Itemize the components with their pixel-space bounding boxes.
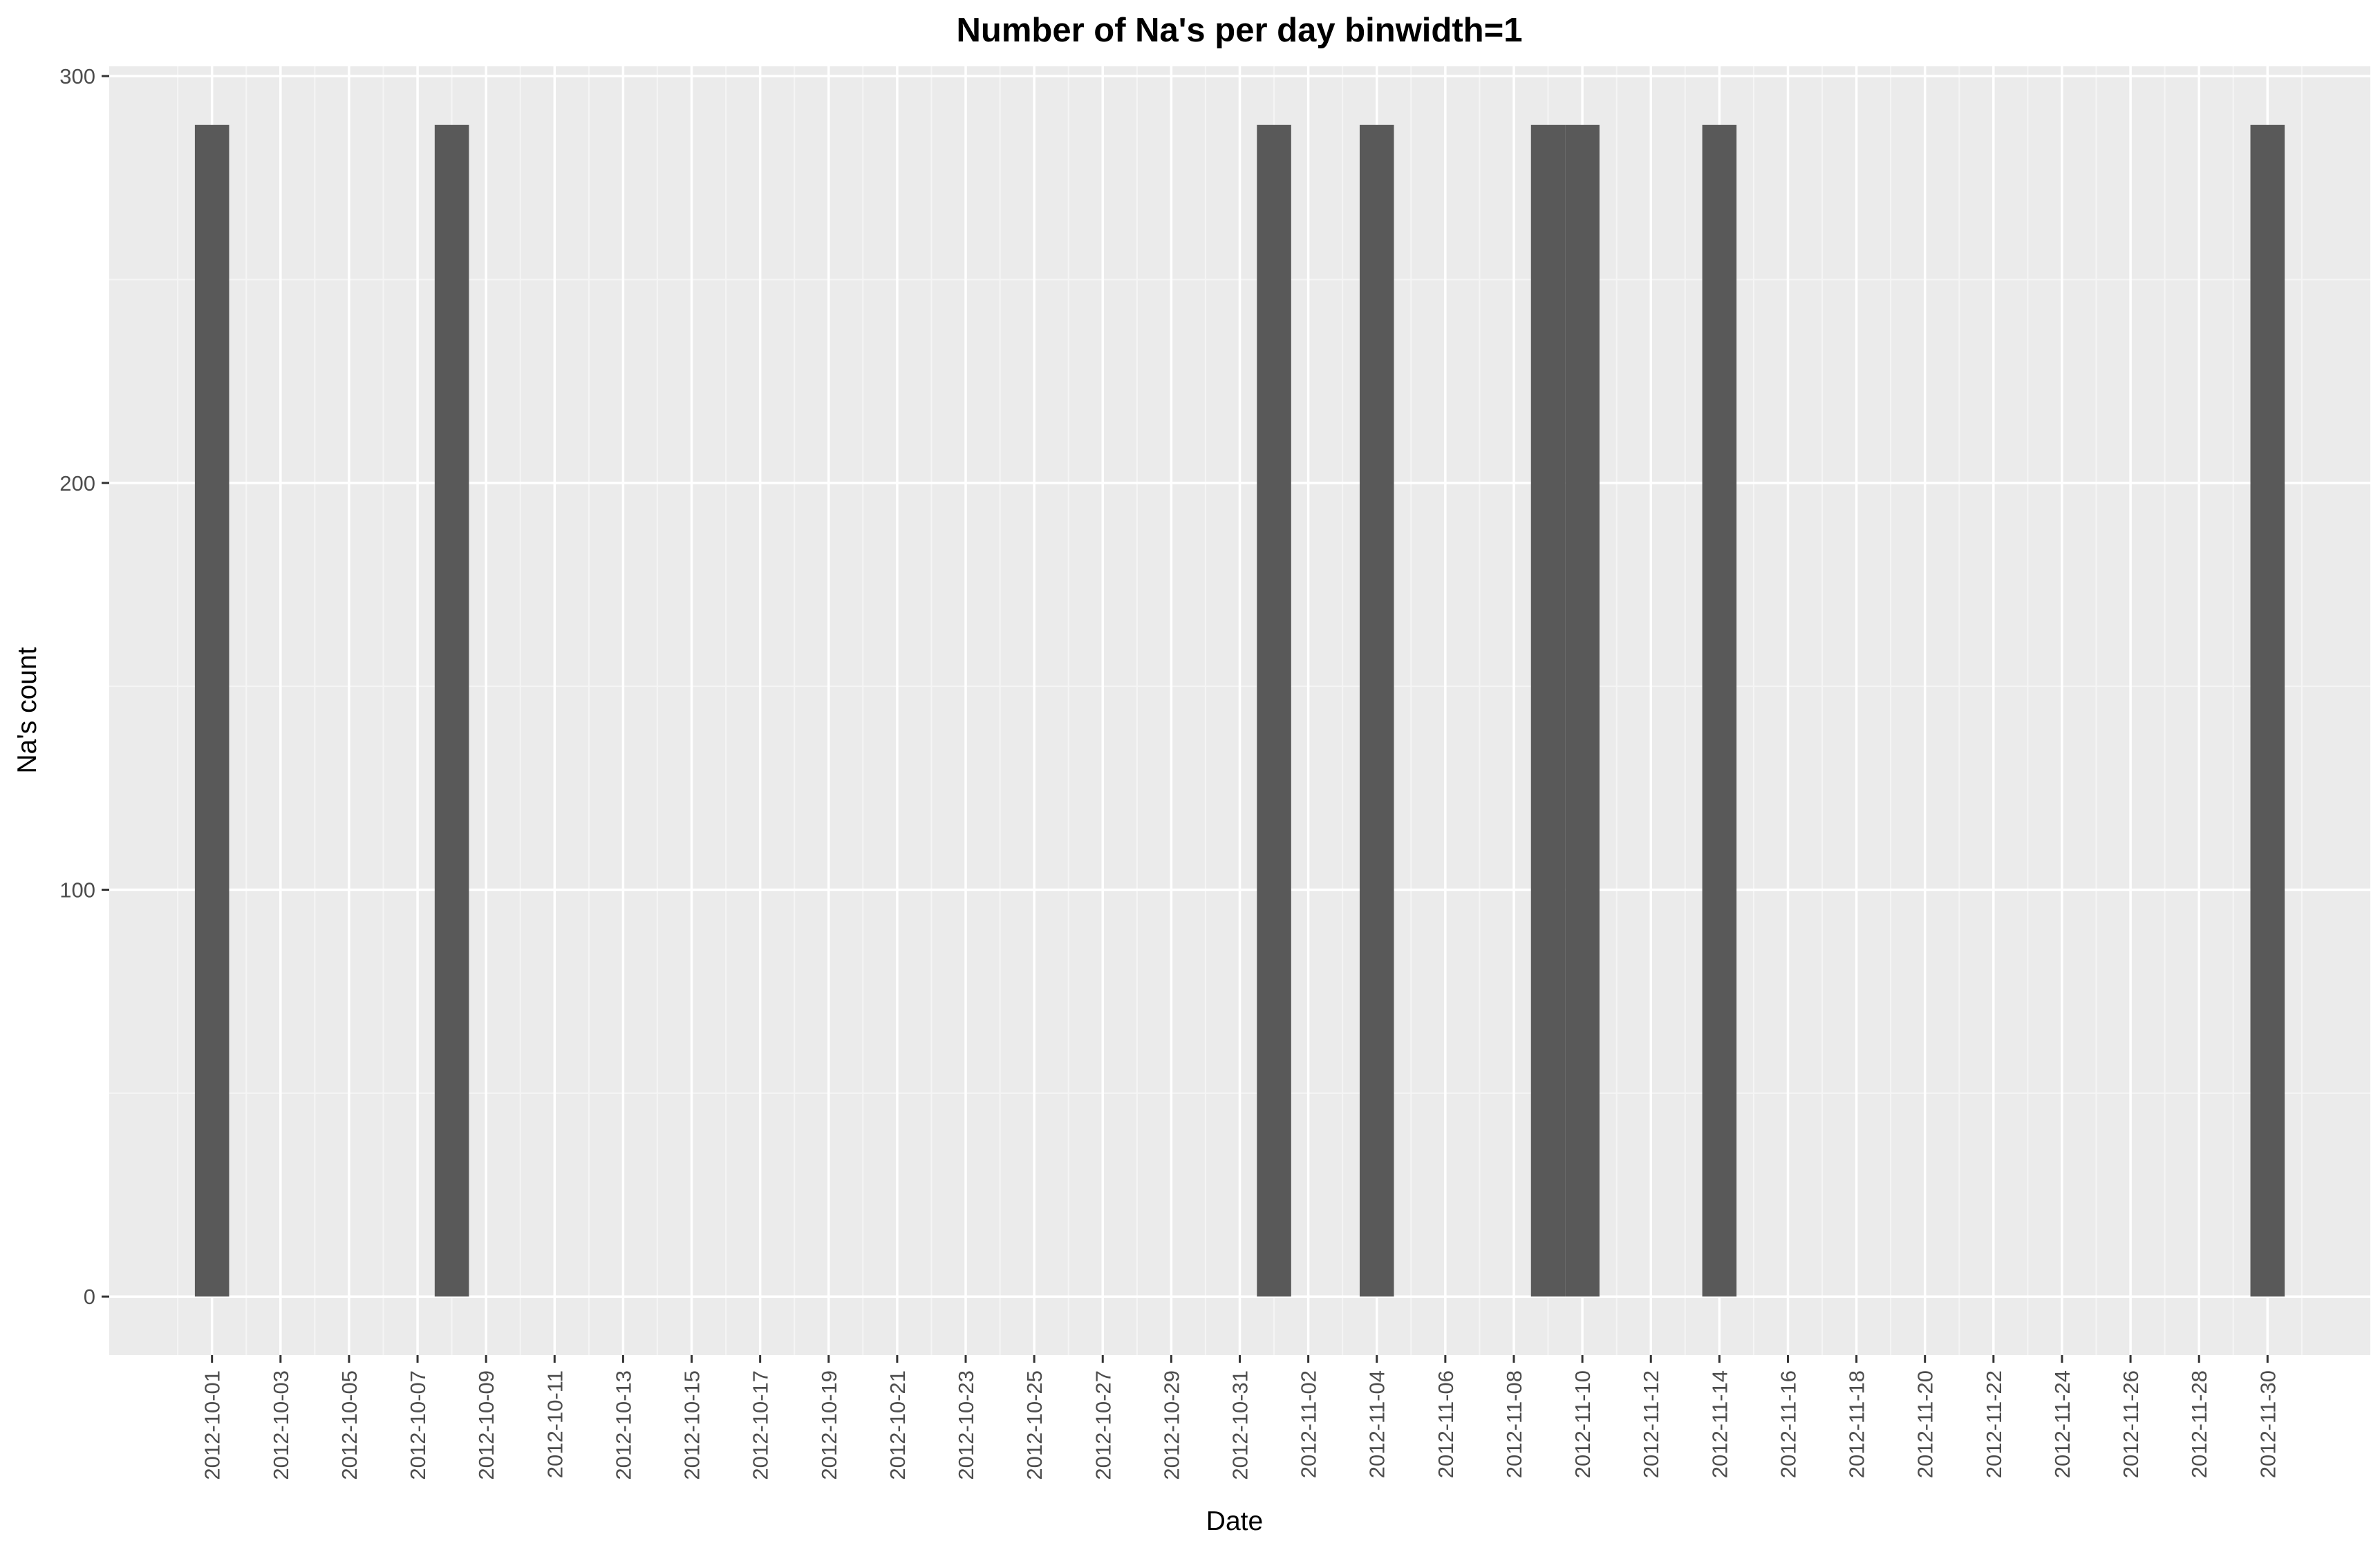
y-axis-title: Na's count <box>12 647 42 773</box>
x-tick-label: 2012-11-22 <box>1982 1370 2006 1478</box>
x-tick-label: 2012-10-05 <box>337 1370 362 1480</box>
x-tick-label: 2012-11-30 <box>2256 1370 2280 1478</box>
x-tick-label: 2012-11-12 <box>1639 1370 1663 1478</box>
bar-2012-10-08 <box>434 124 469 1297</box>
bar-2012-11-10 <box>1565 124 1600 1297</box>
x-tick-label: 2012-10-25 <box>1022 1370 1047 1480</box>
x-tick-label: 2012-11-02 <box>1297 1370 1321 1478</box>
x-tick-label: 2012-10-27 <box>1091 1370 1115 1480</box>
bar-2012-11-14 <box>1702 124 1737 1297</box>
x-tick-label: 2012-11-16 <box>1776 1370 1800 1478</box>
x-tick-label: 2012-10-03 <box>269 1370 293 1480</box>
x-tick-label: 2012-11-18 <box>1845 1370 1869 1478</box>
bar-2012-11-09 <box>1530 124 1566 1297</box>
x-tick-label: 2012-11-04 <box>1365 1370 1389 1478</box>
x-tick-label: 2012-10-23 <box>954 1370 978 1480</box>
x-tick-label: 2012-10-13 <box>611 1370 635 1480</box>
x-axis: 2012-10-01 2012-10-03 2012-10-05 2012-10-07… <box>200 1355 2280 1480</box>
x-tick-label: 2012-10-29 <box>1159 1370 1183 1480</box>
x-tick-label: 2012-10-09 <box>474 1370 498 1480</box>
y-tick-label: 200 <box>59 471 95 495</box>
x-tick-label: 2012-10-07 <box>406 1370 430 1480</box>
x-axis-title: Date <box>1206 1506 1263 1536</box>
y-tick-label: 100 <box>59 878 95 902</box>
x-tick-label: 2012-10-19 <box>817 1370 841 1480</box>
bar-2012-11-30 <box>2250 124 2285 1297</box>
x-tick-label: 2012-11-24 <box>2050 1370 2074 1478</box>
x-tick-label: 2012-11-20 <box>1913 1370 1938 1478</box>
major-gridlines <box>109 66 2370 1355</box>
x-tick-label: 2012-10-17 <box>749 1370 773 1480</box>
x-tick-label: 2012-10-31 <box>1228 1370 1253 1480</box>
bar-2012-11-01 <box>1257 124 1291 1297</box>
x-tick-label: 2012-11-08 <box>1502 1370 1526 1478</box>
x-tick-label: 2012-10-11 <box>543 1370 567 1478</box>
x-tick-label: 2012-10-15 <box>680 1370 704 1480</box>
x-tick-label: 2012-11-10 <box>1571 1370 1595 1478</box>
x-tick-label: 2012-11-28 <box>2187 1370 2211 1478</box>
x-tick-label: 2012-10-21 <box>886 1370 910 1480</box>
y-tick-label: 300 <box>59 64 95 88</box>
bar-2012-11-04 <box>1359 124 1394 1297</box>
chart-title: Number of Na's per day binwidth=1 <box>957 12 1523 49</box>
x-tick-label: 2012-10-01 <box>200 1370 225 1480</box>
x-tick-label: 2012-11-06 <box>1434 1370 1458 1478</box>
x-tick-label: 2012-11-14 <box>1707 1370 1732 1478</box>
x-tick-label: 2012-11-26 <box>2119 1370 2143 1478</box>
bar-2012-10-01 <box>194 124 229 1297</box>
y-tick-label: 0 <box>84 1285 95 1309</box>
bars <box>194 124 2285 1297</box>
y-axis: 0 100 200 300 <box>59 64 109 1309</box>
